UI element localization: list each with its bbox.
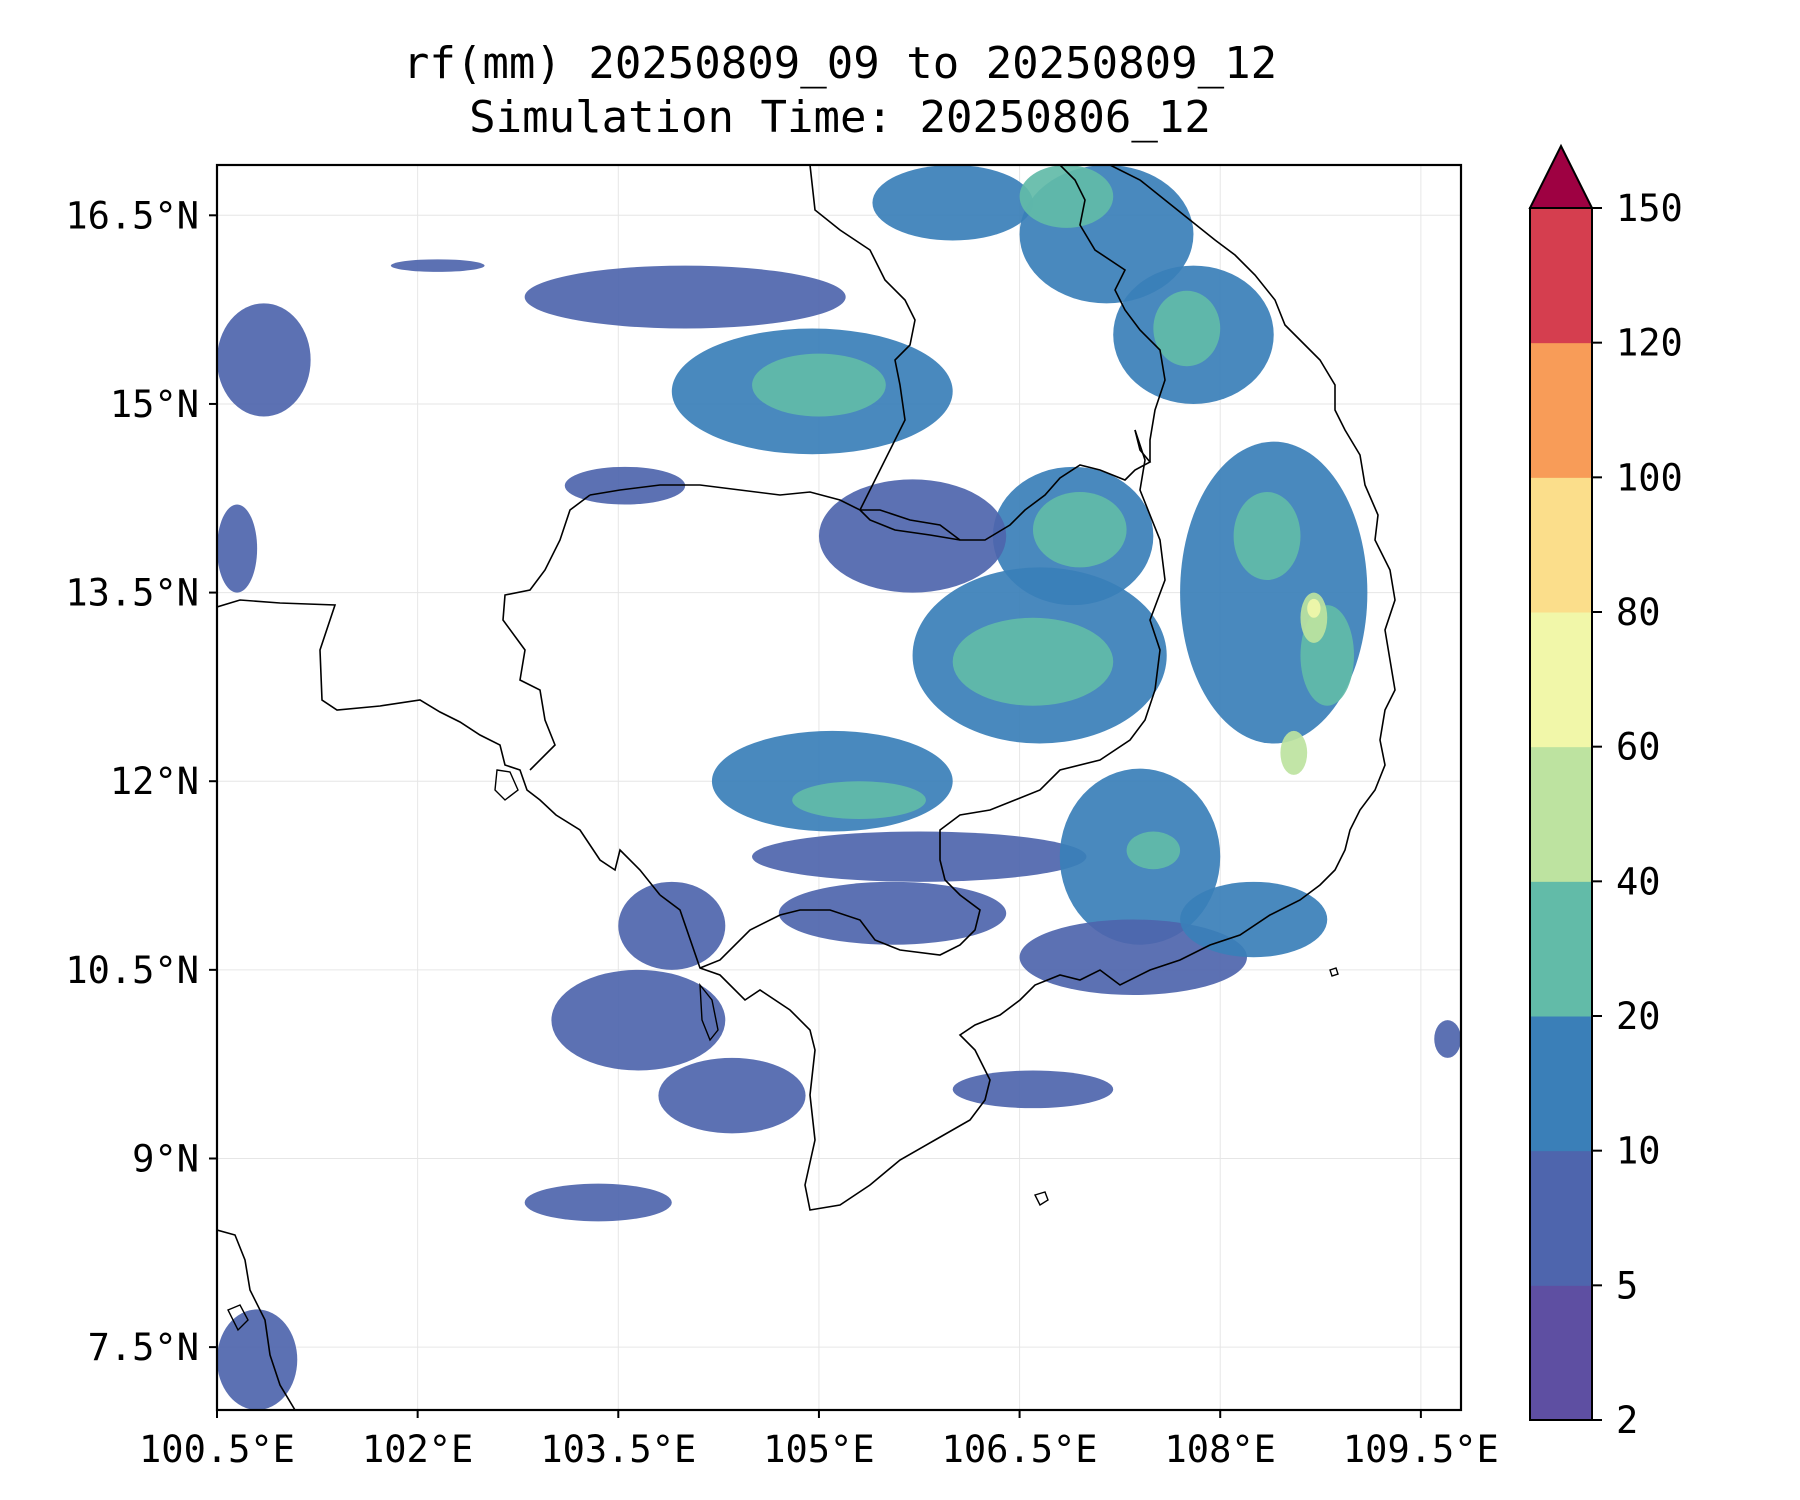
colorbar-label-1: 5 xyxy=(1616,1264,1638,1307)
rain-cell-1 xyxy=(524,265,846,329)
island-phuquoc xyxy=(699,982,719,1042)
rain-cell-14 xyxy=(1300,592,1328,643)
rain-cell-26 xyxy=(1180,881,1328,958)
map-frame xyxy=(215,163,1463,1412)
border-laos-vietnam xyxy=(1059,165,1166,462)
rain-cell-12 xyxy=(1233,491,1301,580)
coastline-vietnam-south xyxy=(659,165,1396,1211)
lon-tick-label-3: 105°E xyxy=(763,1428,874,1471)
rain-cell-28 xyxy=(618,881,726,970)
colorbar-label-9: 150 xyxy=(1616,187,1683,230)
lon-tick-label-5: 108°E xyxy=(1165,1428,1276,1471)
rain-cell-3 xyxy=(752,353,886,417)
figure-title-line1: rf(mm) 20250809_09 to 20250809_12 xyxy=(403,38,1277,89)
lon-tick-label-6: 109.5°E xyxy=(1343,1428,1499,1471)
colorbar-label-0: 2 xyxy=(1616,1399,1638,1442)
map-panel xyxy=(215,163,1463,1412)
colorbar-label-6: 80 xyxy=(1616,591,1661,634)
colorbar-segment-4 xyxy=(1530,746,1592,882)
longitude-tick-labels: 100.5°E 102°E 103.5°E 105°E 106.5°E 108°E 109.… xyxy=(139,1410,1499,1471)
border-laos-thailand xyxy=(809,165,916,511)
island-condao xyxy=(1034,1191,1049,1207)
rain-cell-18 xyxy=(952,617,1114,706)
rain-cell-35 xyxy=(1434,1020,1461,1058)
island-phuquy xyxy=(1329,967,1339,977)
rain-cell-21 xyxy=(792,781,926,819)
colorbar-frame xyxy=(1529,207,1593,1421)
rain-cell-29 xyxy=(658,1057,806,1134)
rain-cell-6 xyxy=(1019,165,1114,228)
rain-cell-27 xyxy=(551,969,726,1071)
lat-tick-label-1: 15°N xyxy=(110,383,199,426)
border-laos-cambodia-mekong xyxy=(859,509,961,541)
rain-cell-37 xyxy=(778,881,1007,945)
rain-cell-31 xyxy=(524,1183,672,1222)
lat-tick-label-5: 9°N xyxy=(132,1137,199,1180)
rain-cell-10 xyxy=(1032,491,1127,568)
rain-cell-32 xyxy=(217,303,311,417)
rain-cell-4 xyxy=(872,165,1033,241)
lat-tick-label-2: 13.5°N xyxy=(65,572,199,615)
figure-title-line2: Simulation Time: 20250806_12 xyxy=(469,92,1211,143)
coastline-and-borders xyxy=(217,165,1396,1410)
colorbar-segment-7 xyxy=(1530,342,1592,478)
lat-tick-label-0: 16.5°N xyxy=(65,194,199,237)
colorbar-label-3: 20 xyxy=(1616,995,1661,1038)
rain-cell-15 xyxy=(1307,598,1321,618)
lat-tick-label-3: 12°N xyxy=(110,760,199,803)
rain-cell-0 xyxy=(390,259,485,272)
colorbar-extend-arrow xyxy=(1528,143,1594,209)
rain-cell-22 xyxy=(752,831,1087,882)
colorbar-label-7: 100 xyxy=(1616,456,1683,499)
colorbar-label-8: 120 xyxy=(1616,322,1683,365)
lon-tick-label-0: 100.5°E xyxy=(139,1428,295,1471)
lon-tick-label-1: 102°E xyxy=(362,1428,473,1471)
lon-tick-label-2: 103.5°E xyxy=(540,1428,696,1471)
colorbar-segment-3 xyxy=(1530,881,1592,1017)
colorbar-segment-5 xyxy=(1530,612,1592,748)
island-samui xyxy=(227,1304,249,1332)
rain-cell-8 xyxy=(1153,290,1221,367)
colorbar-label-4: 40 xyxy=(1616,860,1661,903)
coastline-thailand-gulf xyxy=(217,599,661,896)
rain-cell-19 xyxy=(818,479,1007,593)
rain-cell-30 xyxy=(952,1070,1114,1109)
border-thailand-myanmar-south xyxy=(217,1229,296,1410)
latitude-tick-labels: 16.5°N 15°N 13.5°N 12°N 10.5°N 9°N 7.5°N xyxy=(65,194,217,1369)
island-kohkong xyxy=(494,769,519,801)
colorbar-label-5: 60 xyxy=(1616,726,1661,769)
colorbar-segment-0 xyxy=(1530,1285,1592,1421)
rainfall-field xyxy=(217,165,1461,1410)
colorbar: 2 5 10 20 40 60 80 100 120 150 xyxy=(1528,143,1683,1442)
border-cambodia-west xyxy=(502,494,591,771)
rain-cell-16 xyxy=(1280,730,1308,775)
colorbar-label-2: 10 xyxy=(1616,1130,1661,1173)
colorbar-segment-8 xyxy=(1530,208,1592,344)
lat-tick-label-4: 10.5°N xyxy=(65,949,199,992)
lon-tick-label-4: 106.5°E xyxy=(942,1428,1098,1471)
rain-cell-34 xyxy=(217,1309,298,1410)
rain-cell-36 xyxy=(564,466,686,505)
lat-tick-label-6: 7.5°N xyxy=(88,1326,199,1369)
colorbar-segment-1 xyxy=(1530,1150,1592,1286)
rain-cell-24 xyxy=(1126,831,1181,870)
colorbar-segment-2 xyxy=(1530,1016,1592,1152)
border-cambodia-east xyxy=(699,429,1166,969)
rain-cell-33 xyxy=(217,504,258,593)
colorbar-segment-6 xyxy=(1530,477,1592,613)
